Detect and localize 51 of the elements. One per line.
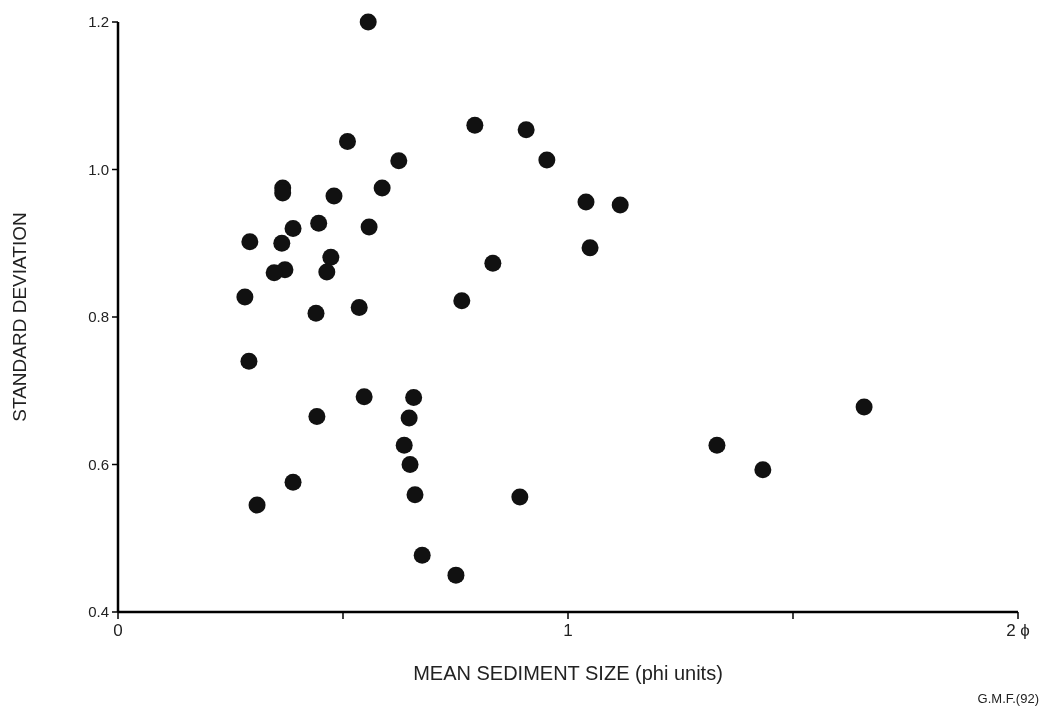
- point: [577, 193, 595, 211]
- point: [484, 254, 502, 272]
- point: [322, 248, 340, 266]
- point: [708, 436, 726, 454]
- point: [447, 566, 465, 584]
- y-tick-label: 1.2: [88, 13, 109, 31]
- point: [310, 214, 328, 232]
- y-tick-label: 0.6: [88, 455, 109, 473]
- point: [413, 546, 431, 564]
- point: [373, 179, 391, 197]
- point: [284, 220, 302, 237]
- x-tick-label: 0: [113, 621, 123, 640]
- point: [538, 151, 556, 169]
- x-tick-label: 2 ϕ: [1006, 621, 1030, 640]
- point: [284, 473, 302, 491]
- point: [517, 121, 535, 139]
- y-axis-title: STANDARD DEVIATION: [9, 212, 30, 422]
- point: [360, 218, 378, 236]
- point: [611, 196, 629, 214]
- point: [511, 488, 529, 506]
- point: [240, 352, 258, 370]
- point: [350, 298, 368, 316]
- point: [581, 239, 599, 257]
- point: [400, 409, 418, 427]
- point: [325, 187, 343, 205]
- point: [241, 233, 259, 251]
- point: [318, 263, 336, 281]
- point: [307, 304, 325, 322]
- point: [339, 132, 356, 150]
- point: [406, 486, 424, 504]
- y-tick-label: 0.8: [88, 308, 109, 326]
- point: [754, 461, 772, 479]
- y-tick-label: 0.4: [88, 603, 109, 621]
- point: [308, 408, 326, 426]
- point: [248, 496, 266, 514]
- point: [453, 292, 471, 310]
- point: [401, 456, 419, 473]
- point: [359, 13, 377, 31]
- point: [236, 288, 254, 306]
- point: [405, 388, 423, 406]
- x-axis-title: MEAN SEDIMENT SIZE (phi units): [413, 662, 723, 684]
- point: [265, 264, 283, 282]
- x-tick-label: 1: [563, 621, 573, 640]
- point: [273, 234, 291, 252]
- y-tick-label: 1.0: [88, 160, 109, 178]
- text: G.M.F.(92): [977, 691, 1039, 706]
- point: [855, 398, 873, 416]
- point: [355, 388, 373, 406]
- point: [395, 436, 413, 454]
- point: [390, 152, 408, 170]
- point: [466, 116, 484, 134]
